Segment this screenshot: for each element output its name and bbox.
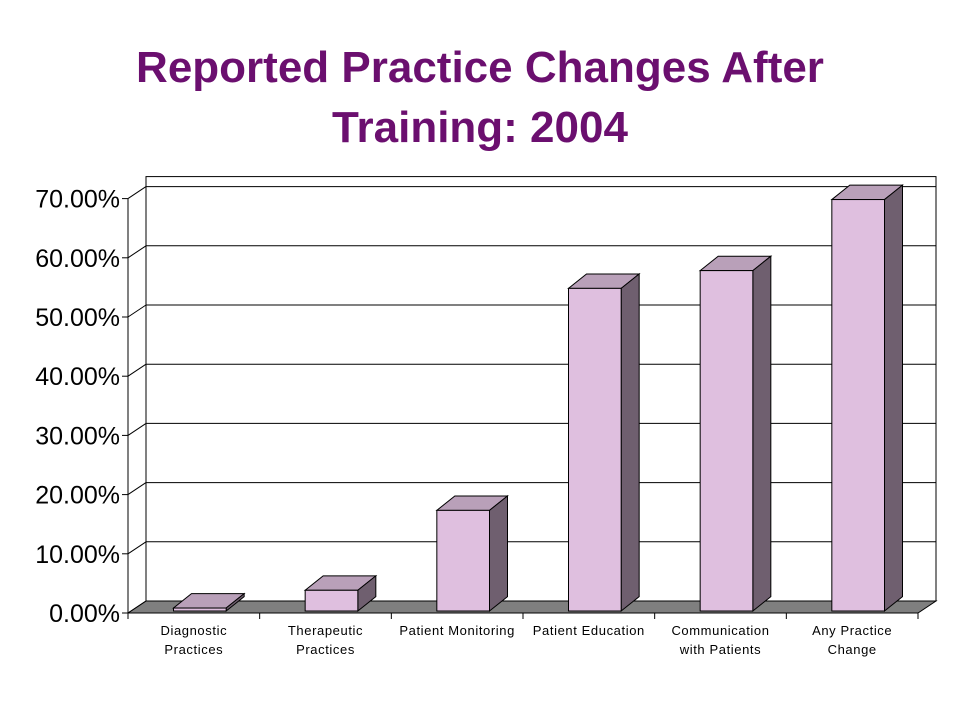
y-tick-label: 20.00% xyxy=(35,482,120,510)
title-line-2: Training: 2004 xyxy=(332,103,628,152)
x-tick-label: Therapeutic xyxy=(288,623,363,638)
gridline-diagonal xyxy=(127,245,147,259)
x-tick-label: Any Practice xyxy=(812,623,892,638)
x-tick-label: Diagnostic xyxy=(160,623,227,638)
x-tick-label: Communication xyxy=(671,623,769,638)
y-tick-label: 10.00% xyxy=(35,541,120,569)
bar xyxy=(173,607,227,612)
y-tick-label: 0.00% xyxy=(49,600,120,628)
x-tick-label: Practices xyxy=(164,642,223,657)
y-tick-label: 60.00% xyxy=(35,245,120,273)
bar xyxy=(699,270,754,612)
gridline-diagonal xyxy=(127,482,147,496)
chart-title: Reported Practice Changes After Training… xyxy=(0,38,960,158)
gridline-diagonal xyxy=(127,304,147,318)
x-tick-label: Patient Monitoring xyxy=(399,623,515,638)
bar xyxy=(831,199,885,612)
bar xyxy=(304,589,359,612)
bar-side xyxy=(489,494,508,613)
y-tick-label: 70.00% xyxy=(35,186,120,214)
gridline-diagonal xyxy=(127,186,147,200)
bar xyxy=(436,509,491,612)
plot-floor xyxy=(126,600,938,614)
gridline-diagonal xyxy=(127,422,147,436)
x-tick-label: Practices xyxy=(296,642,355,657)
y-tick-label: 40.00% xyxy=(35,363,120,391)
gridline-diagonal xyxy=(127,363,147,377)
x-tick-label: Patient Education xyxy=(533,623,645,638)
x-tick-label: with Patients xyxy=(679,642,762,657)
bar-side xyxy=(884,184,903,613)
title-line-1: Reported Practice Changes After xyxy=(136,43,824,92)
plot-back-wall xyxy=(145,176,937,602)
y-tick-label: 30.00% xyxy=(35,422,120,450)
gridline-diagonal xyxy=(127,541,147,555)
bar xyxy=(568,287,622,612)
y-tick-label: 50.00% xyxy=(35,304,120,332)
gridline-diagonal xyxy=(127,600,147,614)
x-tick-label: Change xyxy=(828,642,877,657)
bar-side xyxy=(620,272,640,613)
bar-side xyxy=(752,255,772,613)
